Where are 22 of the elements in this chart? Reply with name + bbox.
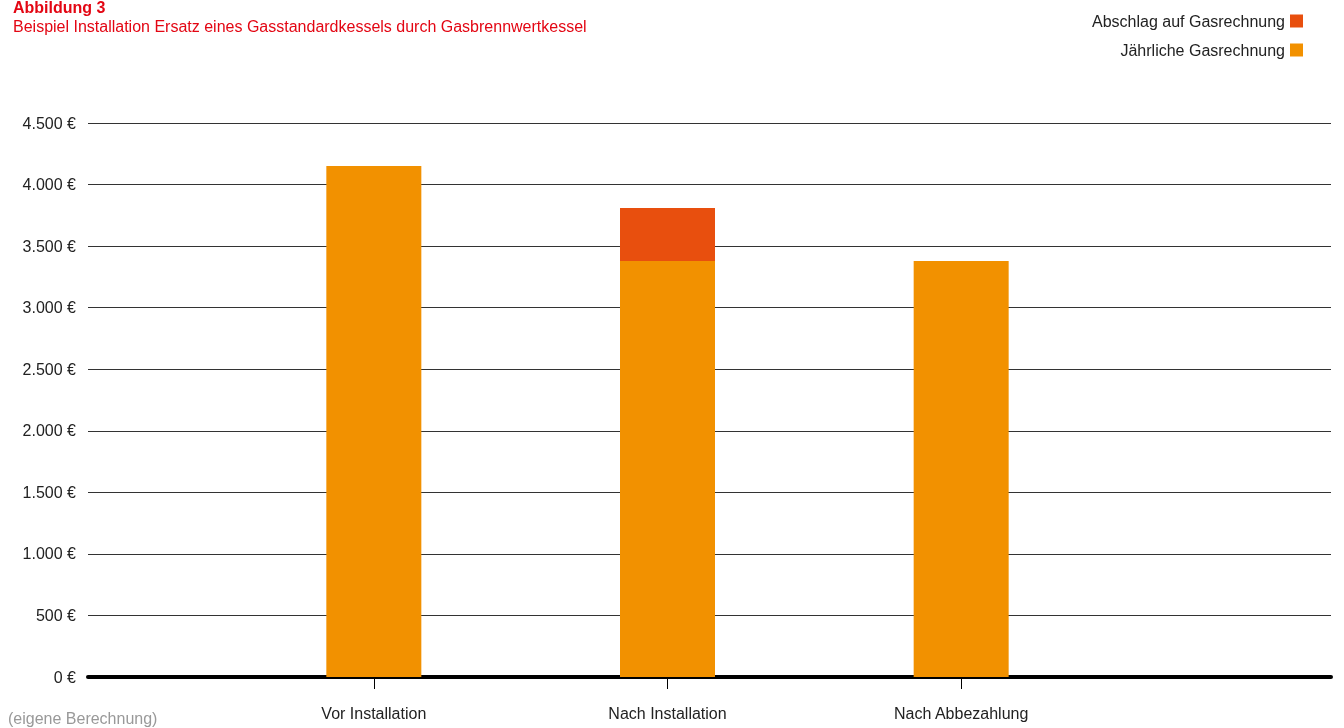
bar: [620, 260, 715, 677]
bar: [913, 260, 1009, 677]
y-tick-label: 0 €: [53, 668, 77, 686]
y-tick-label: 3.500 €: [22, 237, 77, 255]
y-tick-label: 2.500 €: [22, 360, 77, 378]
bar: [620, 207, 715, 261]
x-tick-label: Nach Installation: [608, 704, 727, 722]
legend-label: Jährliche Gasrechnung: [1120, 41, 1285, 59]
bar: [326, 166, 422, 677]
x-tick-label: Nach Abbezahlung: [894, 704, 1029, 722]
y-tick-label: 500 €: [35, 606, 77, 624]
y-tick-label: 3.000 €: [22, 299, 77, 317]
legend-label: Abschlag auf Gasrechnung: [1091, 12, 1285, 30]
y-tick-label: 2.000 €: [22, 422, 77, 440]
text: (eigene Berechnung): [8, 709, 158, 727]
chart-subtitle: Beispiel Installation Ersatz eines Gasstandardkessels durch Gasbrennwertkessel: [13, 17, 587, 35]
y-tick-label: 4.500 €: [22, 114, 77, 132]
y-tick-label: 4.000 €: [22, 176, 77, 194]
y-tick-label: 1.500 €: [22, 483, 77, 501]
y-tick-label: 1.000 €: [22, 545, 77, 563]
x-tick-label: Vor Installation: [321, 704, 427, 722]
chart-title: Abbildung 3: [13, 0, 106, 16]
